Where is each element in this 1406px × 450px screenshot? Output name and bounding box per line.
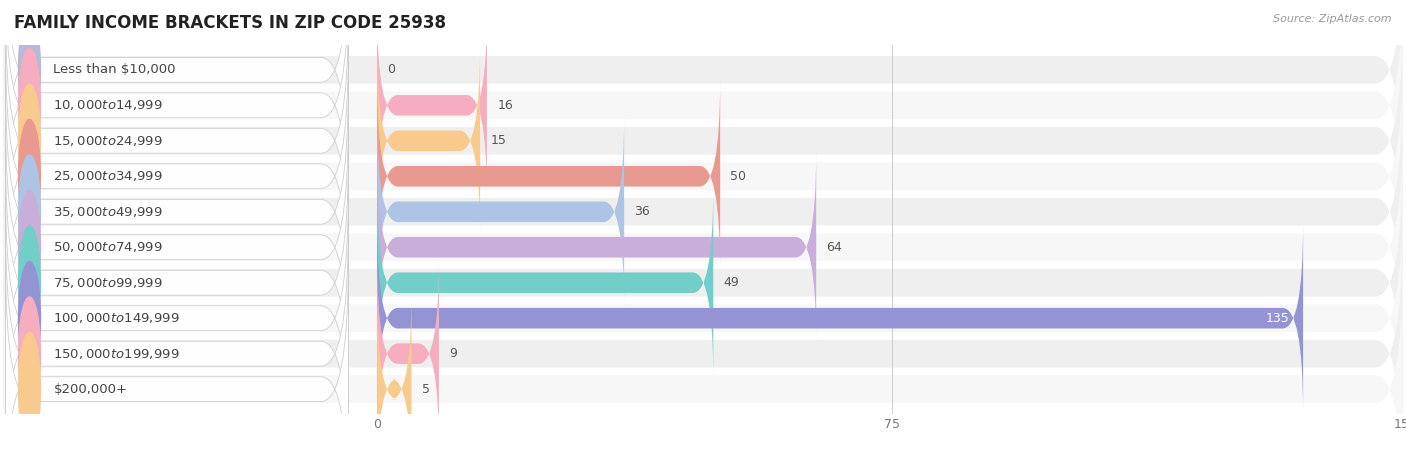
FancyBboxPatch shape [3,48,1403,304]
Circle shape [18,155,41,269]
FancyBboxPatch shape [6,118,349,377]
FancyBboxPatch shape [3,0,1403,198]
Circle shape [18,297,41,410]
FancyBboxPatch shape [6,153,349,412]
Circle shape [18,49,41,162]
Text: $75,000 to $99,999: $75,000 to $99,999 [53,276,163,290]
Circle shape [18,190,41,304]
Text: FAMILY INCOME BRACKETS IN ZIP CODE 25938: FAMILY INCOME BRACKETS IN ZIP CODE 25938 [14,14,446,32]
Text: 64: 64 [827,241,842,254]
Circle shape [18,261,41,375]
FancyBboxPatch shape [6,11,349,270]
FancyBboxPatch shape [377,222,1303,414]
Text: $10,000 to $14,999: $10,000 to $14,999 [53,98,163,112]
FancyBboxPatch shape [377,293,412,450]
FancyBboxPatch shape [3,155,1403,411]
FancyBboxPatch shape [3,261,1403,450]
Text: 49: 49 [724,276,740,289]
Text: 5: 5 [422,382,430,396]
Text: $50,000 to $74,999: $50,000 to $74,999 [53,240,163,254]
FancyBboxPatch shape [6,260,349,450]
FancyBboxPatch shape [6,224,349,450]
Circle shape [18,333,41,446]
FancyBboxPatch shape [6,0,349,199]
Text: 16: 16 [498,99,513,112]
FancyBboxPatch shape [3,0,1403,234]
Text: Less than $10,000: Less than $10,000 [53,63,176,76]
Text: $25,000 to $34,999: $25,000 to $34,999 [53,169,163,183]
Text: $15,000 to $24,999: $15,000 to $24,999 [53,134,163,148]
FancyBboxPatch shape [377,257,439,450]
FancyBboxPatch shape [3,84,1403,340]
FancyBboxPatch shape [3,13,1403,269]
Text: 9: 9 [450,347,457,360]
Circle shape [18,84,41,198]
Text: $100,000 to $149,999: $100,000 to $149,999 [53,311,180,325]
Text: $35,000 to $49,999: $35,000 to $49,999 [53,205,163,219]
Text: 0: 0 [388,63,395,76]
Text: $150,000 to $199,999: $150,000 to $199,999 [53,346,180,361]
Circle shape [18,226,41,339]
Text: Source: ZipAtlas.com: Source: ZipAtlas.com [1274,14,1392,23]
FancyBboxPatch shape [3,190,1403,446]
FancyBboxPatch shape [377,80,720,272]
Text: 135: 135 [1265,312,1289,325]
FancyBboxPatch shape [6,0,349,235]
FancyBboxPatch shape [3,119,1403,375]
FancyBboxPatch shape [377,45,479,237]
FancyBboxPatch shape [6,47,349,306]
Text: $200,000+: $200,000+ [53,382,128,396]
FancyBboxPatch shape [6,82,349,341]
FancyBboxPatch shape [377,9,486,202]
FancyBboxPatch shape [3,225,1403,450]
Circle shape [18,120,41,233]
FancyBboxPatch shape [377,116,624,308]
Text: 36: 36 [634,205,650,218]
FancyBboxPatch shape [377,187,713,379]
Text: 15: 15 [491,134,506,147]
FancyBboxPatch shape [6,189,349,448]
FancyBboxPatch shape [377,151,815,343]
Text: 50: 50 [731,170,747,183]
Circle shape [18,13,41,126]
